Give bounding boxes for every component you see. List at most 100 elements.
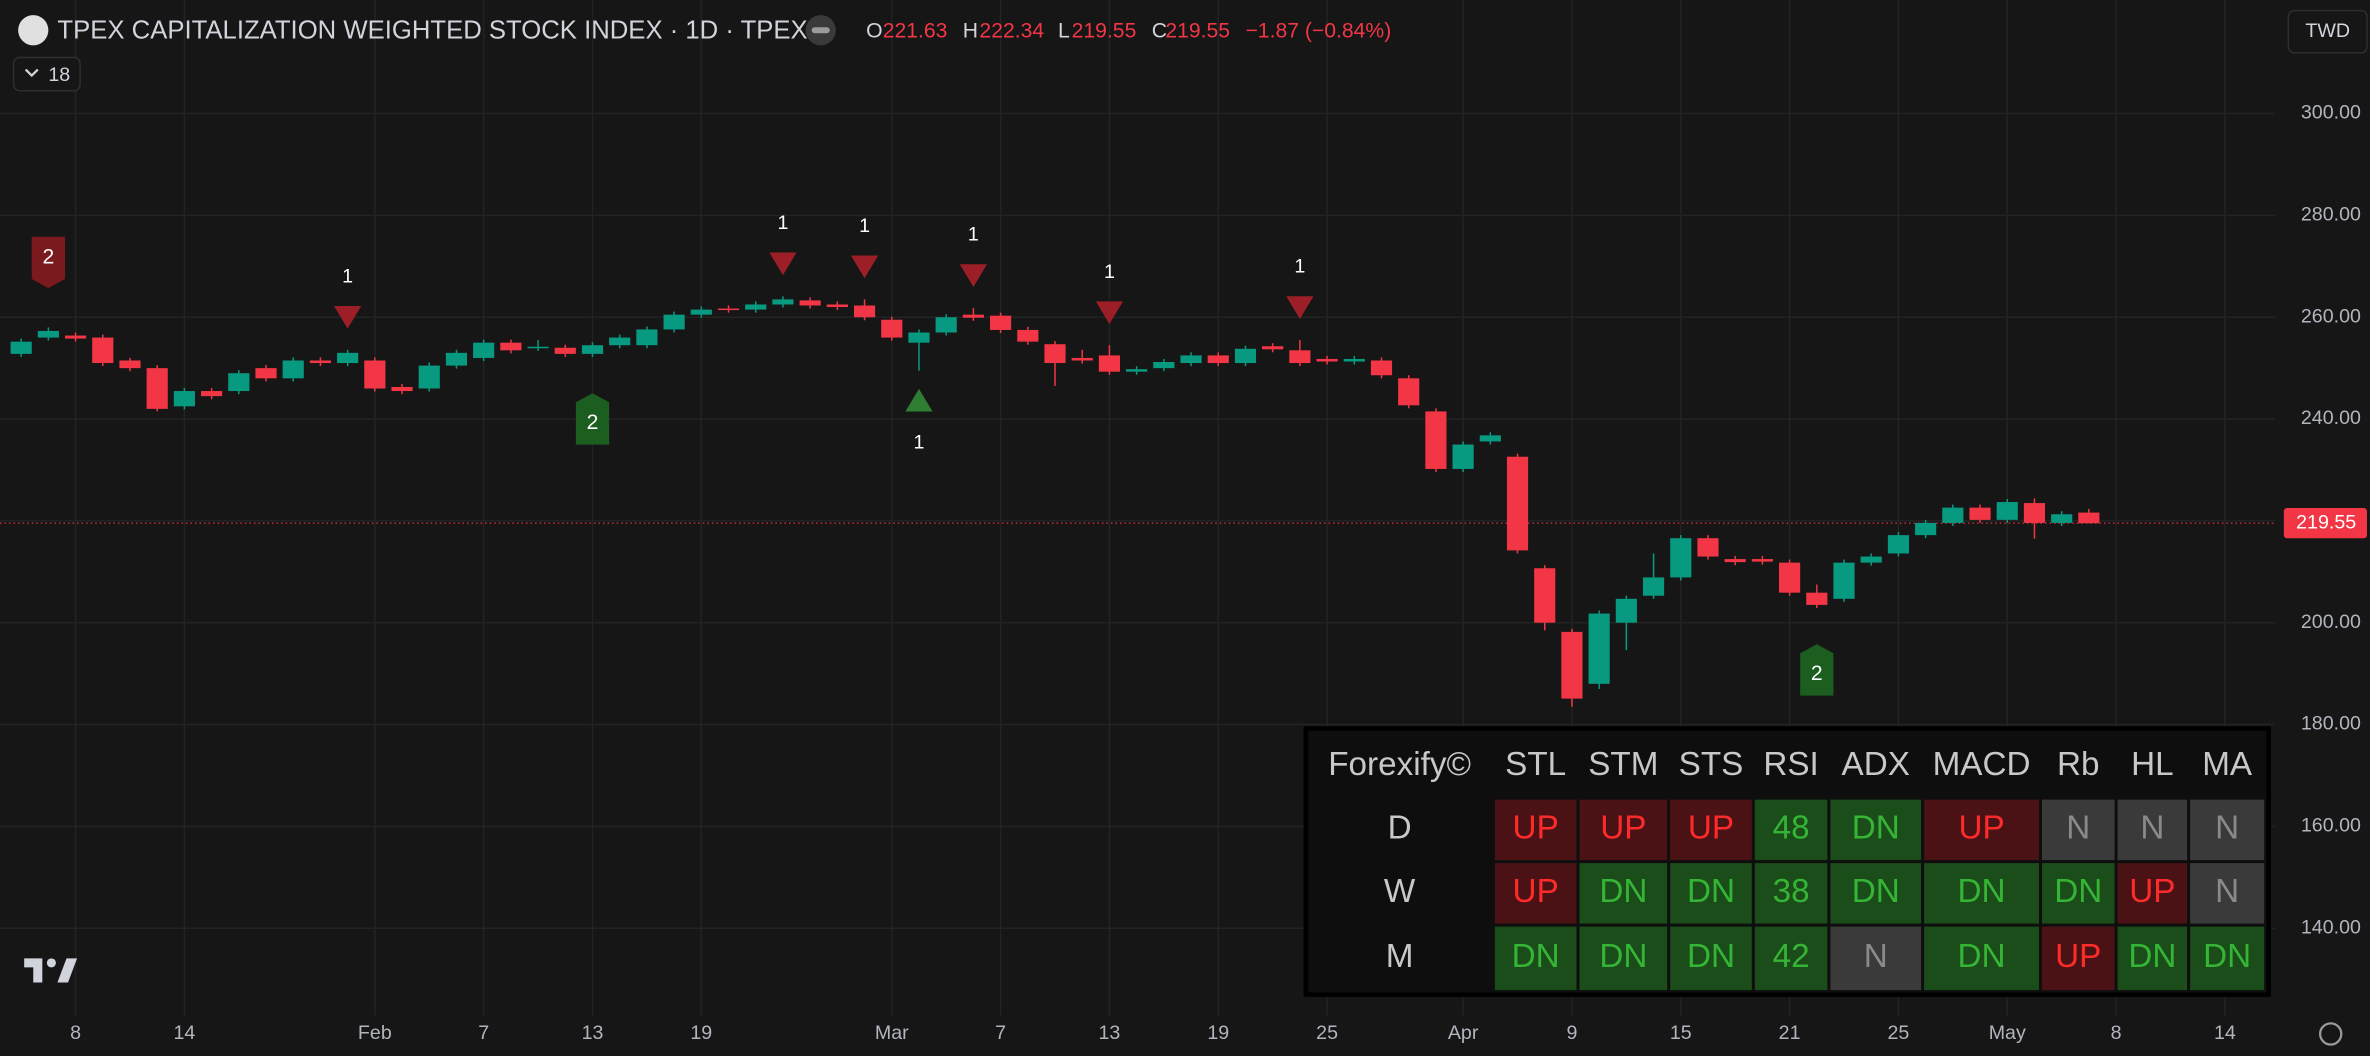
table-cell	[1494, 799, 1577, 861]
candle-body	[1207, 355, 1229, 364]
candle-body	[1969, 507, 1991, 520]
legend-value: 222.34	[979, 19, 1044, 42]
candle-body	[881, 319, 903, 338]
candle-body	[1779, 562, 1801, 593]
table-cell-text: N	[2140, 810, 2164, 847]
currency-box[interactable]	[2287, 9, 2368, 54]
table-cell-text: UP	[1688, 810, 1734, 847]
signal-label: 1	[859, 215, 870, 237]
table-cell	[2117, 863, 2188, 924]
currency: TWD	[2305, 20, 2350, 42]
candle-body	[1670, 538, 1692, 578]
table-cell-text: DN	[2054, 873, 2102, 910]
table-cell-text: DN	[1512, 938, 1560, 975]
candle-body	[1316, 358, 1338, 362]
candle-body	[1017, 329, 1039, 342]
candle-body	[119, 360, 141, 369]
table-cell-text: DN	[2128, 938, 2176, 975]
table-cell	[2042, 863, 2115, 924]
candle-body	[445, 352, 468, 366]
x-tick-label: 19	[1207, 1022, 1229, 1044]
table-cell	[1830, 863, 1922, 924]
table-cell-text: DN	[2203, 938, 2251, 975]
table-cell-text: UP	[1513, 873, 1559, 910]
candle-body	[717, 308, 740, 311]
toggle-chevron	[24, 68, 39, 78]
candle-body	[1942, 507, 1964, 523]
table-cell	[2117, 926, 2188, 991]
table-cell-text: DN	[1599, 938, 1647, 975]
candle-body	[418, 365, 440, 389]
candle-body	[282, 360, 304, 379]
table-cell	[1830, 799, 1922, 861]
table-row-label: D	[1388, 810, 1412, 847]
legend-letter: H	[963, 19, 978, 42]
y-tick-label: 160.00	[2301, 815, 2361, 837]
table-cell	[1579, 799, 1668, 861]
candle-body	[690, 309, 712, 315]
candle-body	[1887, 535, 1909, 554]
table-cell-text: DN	[1958, 938, 2006, 975]
table-cell-text: N	[2066, 810, 2090, 847]
table-cell-text: UP	[1958, 810, 2004, 847]
candle-body	[1751, 559, 1773, 562]
x-tick-label: Apr	[1448, 1022, 1479, 1044]
table-cell	[1670, 799, 1752, 861]
table-cell	[1494, 863, 1577, 924]
candle-body	[554, 347, 576, 354]
candle-body	[609, 337, 631, 346]
signal-label: 1	[914, 431, 925, 453]
indicator-toggle[interactable]: 18	[12, 56, 81, 92]
candle-body	[1071, 357, 1093, 361]
x-tick-label: May	[1989, 1022, 2026, 1044]
candle-body	[935, 317, 957, 333]
legend-value: 221.63	[883, 19, 948, 42]
x-tick-label: 13	[582, 1022, 604, 1044]
x-tick-label: 8	[70, 1022, 81, 1044]
candle-body	[1126, 369, 1148, 372]
y-tick-label: 200.00	[2301, 611, 2361, 633]
signal-table: Forexify© STL STM STS RSI ADX MACD Rb HL MA D UP UP U…	[1303, 726, 2271, 997]
signal-label: 1	[1104, 261, 1115, 283]
candle-body	[1425, 411, 1447, 469]
table-cell-text: DN	[1852, 810, 1900, 847]
last-price-label: 219.55	[2296, 511, 2356, 533]
signal-marker	[905, 388, 933, 412]
candle-body	[636, 329, 658, 346]
table-header: Rb	[2057, 746, 2100, 783]
candle-body	[962, 314, 984, 318]
candle-body	[391, 386, 413, 392]
candle-body	[1534, 568, 1556, 623]
table-cell	[2190, 926, 2265, 991]
candle-body	[364, 360, 386, 389]
settings-icon[interactable]	[2318, 1022, 2343, 1046]
candle-body	[1153, 362, 1175, 369]
candle-body	[1860, 556, 1882, 563]
signal-marker	[959, 264, 987, 287]
candle-body	[1561, 631, 1583, 699]
currency-button[interactable]: TWD	[2287, 9, 2368, 54]
candle-body	[1044, 344, 1066, 364]
table-cell-text: DN	[1599, 873, 1647, 910]
candle-body	[1833, 562, 1855, 599]
candle-body	[527, 346, 549, 349]
x-tick-label: 14	[2214, 1022, 2236, 1044]
table-cell	[1579, 863, 1668, 924]
legend-letter: L	[1058, 19, 1070, 42]
candle-body	[228, 373, 250, 392]
candle-body	[1996, 502, 2018, 520]
candle-body	[1452, 444, 1474, 469]
table-header: HL	[2131, 746, 2174, 783]
y-tick-label: 240.00	[2301, 407, 2361, 429]
toggle-box[interactable]	[12, 56, 81, 92]
table-cell	[1579, 926, 1668, 991]
candle-body	[500, 342, 522, 351]
legend-value: 219.55	[1165, 19, 1230, 42]
table-cell-text: N	[1864, 938, 1888, 975]
chart-title: TPEX CAPITALIZATION WEIGHTED STOCK INDEX…	[57, 17, 807, 45]
candle-body	[1724, 559, 1746, 563]
candle-body	[146, 368, 168, 409]
table-cell	[1670, 863, 1752, 924]
logo-part	[24, 958, 43, 983]
